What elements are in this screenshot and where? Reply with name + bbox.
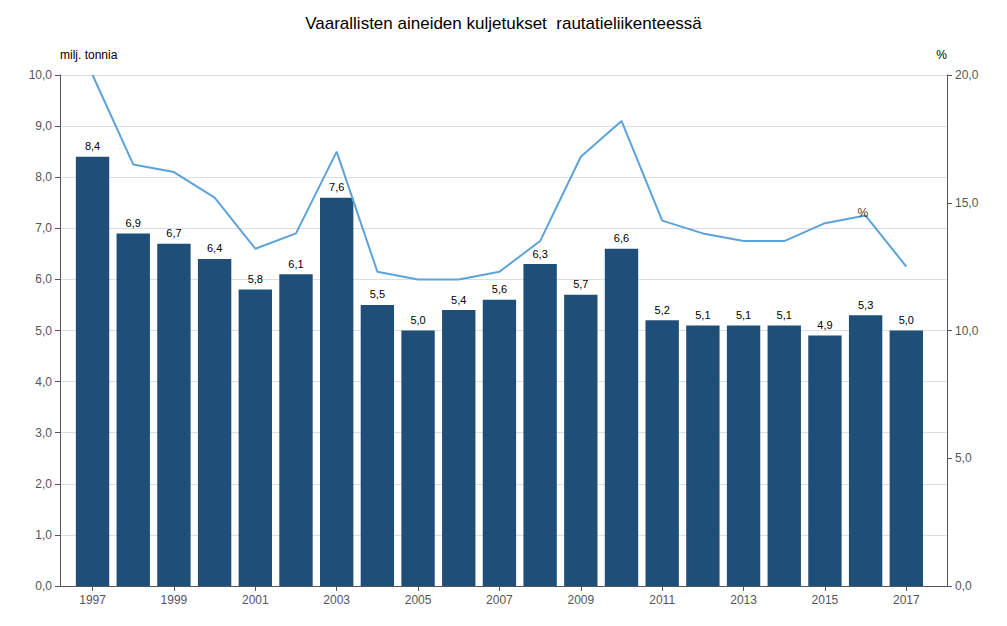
svg-text:6,1: 6,1 <box>288 258 303 270</box>
svg-text:5,8: 5,8 <box>248 273 263 285</box>
svg-text:1997: 1997 <box>79 593 106 607</box>
svg-text:0,0: 0,0 <box>35 579 52 593</box>
svg-text:6,3: 6,3 <box>532 248 547 260</box>
svg-text:2,0: 2,0 <box>35 477 52 491</box>
svg-text:5,0: 5,0 <box>35 324 52 338</box>
svg-text:9,0: 9,0 <box>35 119 52 133</box>
svg-text:4,0: 4,0 <box>35 375 52 389</box>
svg-text:10,0: 10,0 <box>955 324 979 338</box>
svg-text:milj. tonnia: milj. tonnia <box>60 48 118 62</box>
svg-text:4,9: 4,9 <box>817 319 832 331</box>
svg-text:2005: 2005 <box>405 593 432 607</box>
svg-text:8,4: 8,4 <box>85 140 100 152</box>
svg-text:2003: 2003 <box>323 593 350 607</box>
svg-text:5,0: 5,0 <box>899 314 914 326</box>
svg-text:7,6: 7,6 <box>329 181 344 193</box>
svg-text:6,0: 6,0 <box>35 272 52 286</box>
svg-text:8,0: 8,0 <box>35 170 52 184</box>
svg-text:5,3: 5,3 <box>858 299 873 311</box>
svg-text:2015: 2015 <box>812 593 839 607</box>
svg-text:3,0: 3,0 <box>35 426 52 440</box>
svg-text:5,1: 5,1 <box>777 309 792 321</box>
svg-text:5,0: 5,0 <box>410 314 425 326</box>
svg-text:%: % <box>857 206 868 220</box>
svg-text:7,0: 7,0 <box>35 221 52 235</box>
svg-text:2017: 2017 <box>893 593 920 607</box>
svg-text:5,7: 5,7 <box>573 278 588 290</box>
svg-text:5,2: 5,2 <box>655 304 670 316</box>
svg-text:5,0: 5,0 <box>955 451 972 465</box>
svg-text:15,0: 15,0 <box>955 196 979 210</box>
svg-text:5,5: 5,5 <box>370 288 385 300</box>
svg-text:%: % <box>936 48 947 62</box>
svg-text:20,0: 20,0 <box>955 68 979 82</box>
svg-text:6,9: 6,9 <box>126 217 141 229</box>
svg-text:1,0: 1,0 <box>35 528 52 542</box>
svg-text:5,1: 5,1 <box>736 309 751 321</box>
svg-text:5,6: 5,6 <box>492 283 507 295</box>
svg-text:2001: 2001 <box>242 593 269 607</box>
svg-text:5,1: 5,1 <box>695 309 710 321</box>
svg-text:10,0: 10,0 <box>29 68 53 82</box>
svg-text:5,4: 5,4 <box>451 294 466 306</box>
svg-text:6,4: 6,4 <box>207 242 222 254</box>
svg-text:Vaarallisten aineiden kuljetuk: Vaarallisten aineiden kuljetukset rautat… <box>305 14 702 33</box>
svg-text:2009: 2009 <box>567 593 594 607</box>
svg-text:6,6: 6,6 <box>614 232 629 244</box>
svg-text:1999: 1999 <box>161 593 188 607</box>
svg-text:2011: 2011 <box>649 593 675 607</box>
svg-text:0,0: 0,0 <box>955 579 972 593</box>
svg-text:2007: 2007 <box>486 593 513 607</box>
svg-text:2013: 2013 <box>730 593 757 607</box>
svg-text:6,7: 6,7 <box>166 227 181 239</box>
